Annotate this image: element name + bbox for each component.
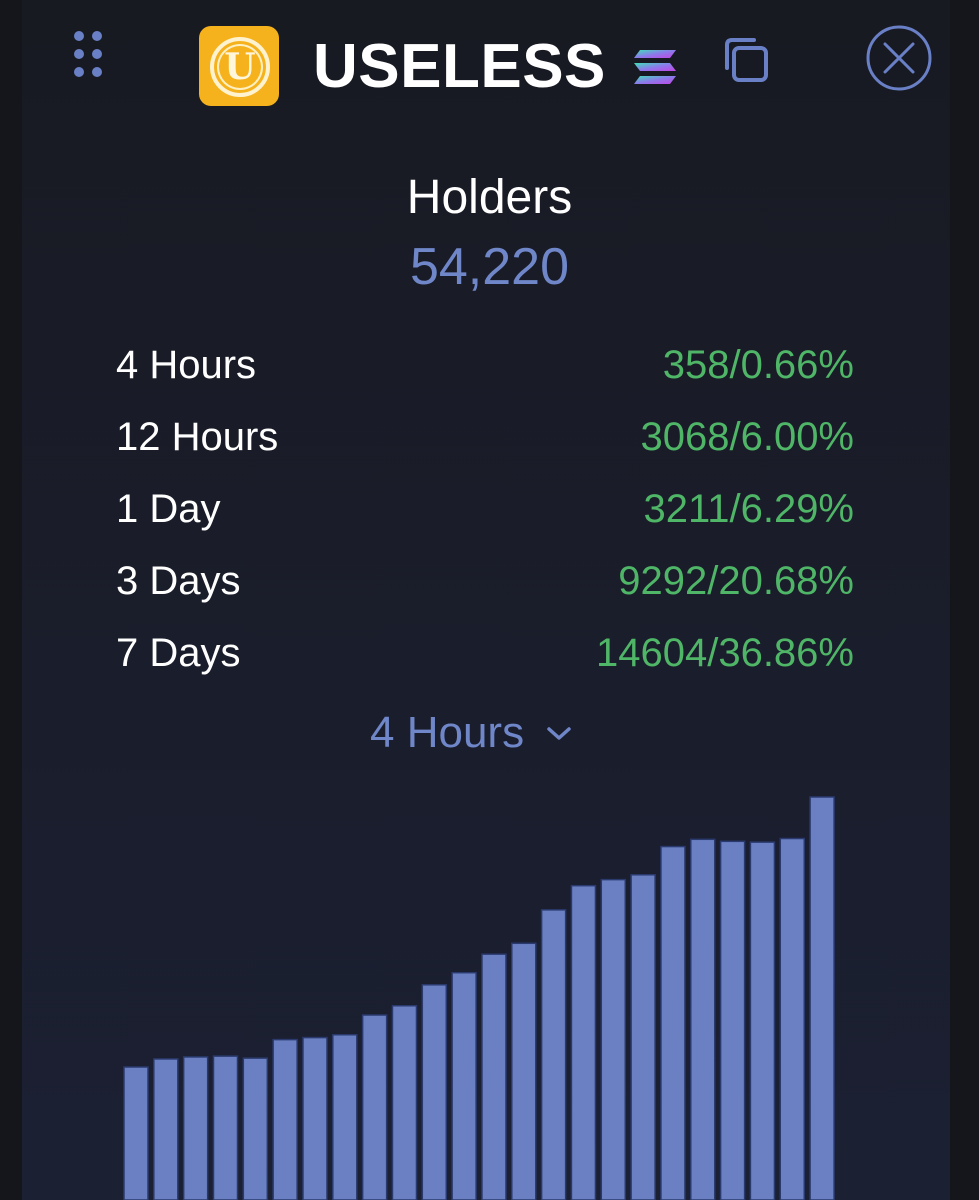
close-icon[interactable] <box>864 23 934 93</box>
chart-bar <box>540 909 567 1200</box>
chart-bar <box>749 841 776 1200</box>
chart-bar <box>809 796 835 1200</box>
holders-bar-chart <box>123 796 835 1200</box>
chart-bar <box>660 845 686 1200</box>
stat-row-3-days: 3 Days 9292/20.68% <box>116 547 854 619</box>
chart-bar <box>391 1005 418 1200</box>
chart-bar <box>719 840 746 1200</box>
chart-bar <box>242 1057 269 1200</box>
stat-label: 12 Hours <box>116 415 279 459</box>
holders-count: 54,220 <box>409 238 570 296</box>
chevron-down-icon <box>547 727 571 740</box>
chart-bar <box>182 1056 209 1200</box>
chart-bar <box>123 1066 149 1200</box>
chart-bar <box>570 884 597 1200</box>
chart-bar <box>212 1055 239 1200</box>
chart-bar <box>451 971 477 1200</box>
chart-bar <box>600 878 627 1200</box>
stat-label: 7 Days <box>116 631 241 675</box>
stat-label: 3 Days <box>116 559 241 603</box>
stat-row-7-days: 7 Days 14604/36.86% <box>116 619 854 691</box>
token-logo: U <box>199 26 279 106</box>
solana-icon <box>634 50 676 84</box>
stat-row-1-day: 1 Day 3211/6.29% <box>116 475 854 547</box>
chart-bar <box>421 984 448 1200</box>
chart-bar <box>630 874 656 1200</box>
copy-icon[interactable] <box>720 34 772 86</box>
stat-row-12-hours: 12 Hours 3068/6.00% <box>116 403 854 475</box>
stat-value: 9292/20.68% <box>618 559 854 603</box>
stat-value: 14604/36.86% <box>595 631 854 675</box>
stat-value: 3211/6.29% <box>643 487 854 531</box>
chart-bar <box>153 1058 179 1200</box>
chart-bar <box>272 1038 298 1200</box>
chart-bar <box>332 1034 358 1200</box>
stat-label: 4 Hours <box>116 343 257 387</box>
drag-handle-icon[interactable] <box>74 31 104 83</box>
timeframe-dropdown[interactable]: 4 Hours <box>370 700 572 766</box>
timeframe-selected: 4 Hours <box>370 708 525 757</box>
holder-change-list: 4 Hours 358/0.66% 12 Hours 3068/6.00% 1 … <box>116 331 854 691</box>
chart-bar <box>302 1036 328 1200</box>
chart-bar <box>361 1014 388 1200</box>
token-logo-letter: U <box>210 37 270 97</box>
chart-bar <box>690 838 716 1200</box>
holders-title: Holders <box>406 171 573 224</box>
token-header: U USELESS <box>0 0 979 130</box>
chart-bar <box>779 837 806 1200</box>
stat-row-4-hours: 4 Hours 358/0.66% <box>116 331 854 403</box>
chart-bar <box>511 942 537 1200</box>
stat-label: 1 Day <box>116 487 221 531</box>
stat-value: 358/0.66% <box>662 343 854 387</box>
chart-bar <box>481 953 507 1200</box>
token-name: USELESS <box>313 32 606 101</box>
stat-value: 3068/6.00% <box>640 415 854 459</box>
